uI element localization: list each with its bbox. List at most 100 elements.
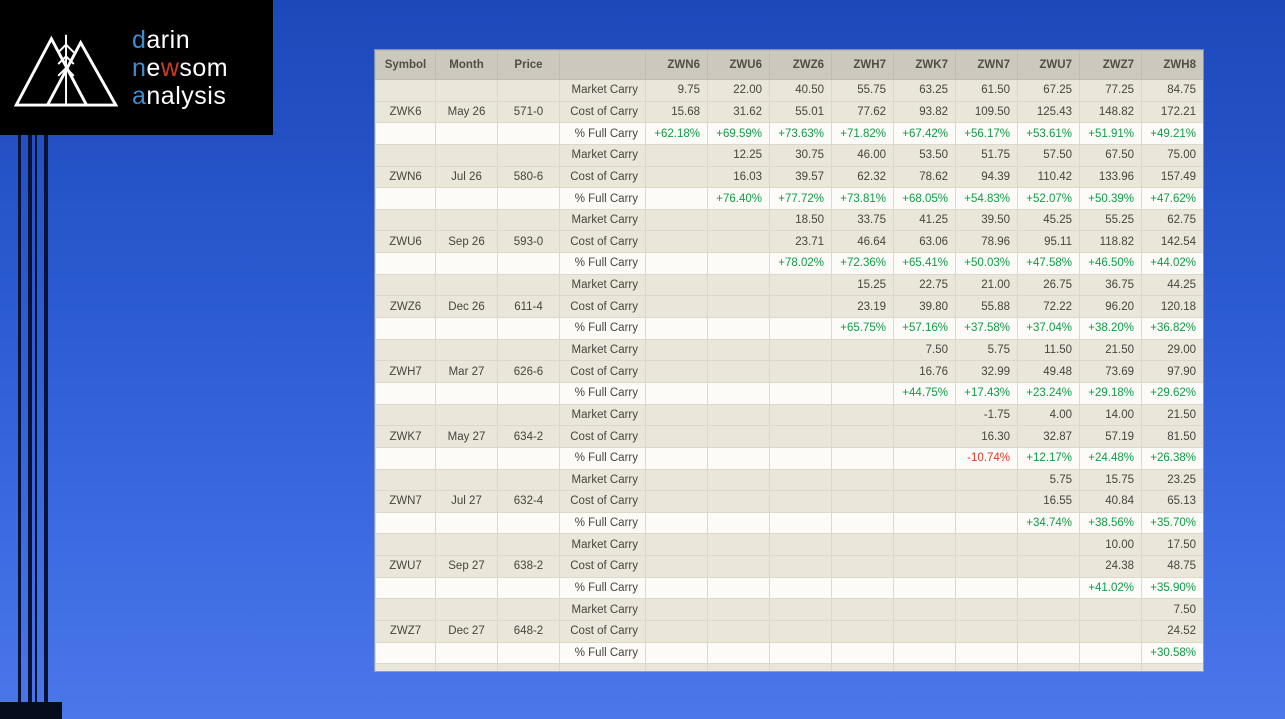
value-cell	[645, 468, 708, 492]
row-label: % Full Carry	[559, 122, 646, 145]
symbol-cell	[375, 511, 436, 535]
symbol-cell: ZWN6	[375, 165, 436, 189]
value-cell	[893, 425, 956, 448]
value-cell: 75.00	[1141, 143, 1203, 167]
value-cell: 23.25	[1141, 468, 1203, 492]
table-row: Market Carry 9.75 22.00 40.50 55.75 63.25 61.5…	[375, 79, 1203, 102]
value-cell	[645, 490, 708, 513]
value-cell: 63.25	[893, 79, 956, 102]
value-cell: +51.91%	[1079, 122, 1142, 145]
value-cell	[645, 208, 708, 232]
value-cell: 5.75	[955, 338, 1018, 362]
value-cell: 81.50	[1141, 425, 1203, 448]
value-cell: +26.38%	[1141, 446, 1203, 470]
carry-table-grid: Symbol Month Price ZWN6 ZWU6 ZWZ6 ZWH7 ZWK7 ZWN7…	[375, 50, 1203, 671]
value-cell	[831, 360, 894, 383]
value-cell: 24.52	[1141, 620, 1203, 643]
row-label: % Full Carry	[559, 576, 646, 600]
table-header-row: Symbol Month Price ZWN6 ZWU6 ZWZ6 ZWH7 ZWK7 ZWN7…	[375, 50, 1203, 80]
column-header: ZWZ7	[1079, 50, 1142, 80]
value-cell: 26.75	[1017, 273, 1080, 297]
logo-word-rest: e	[146, 53, 161, 82]
row-label: % Full Carry	[559, 641, 646, 665]
value-cell	[893, 641, 956, 665]
value-cell	[769, 468, 832, 492]
value-cell: 44.25	[1141, 273, 1203, 297]
symbol-cell: ZWU7	[375, 555, 436, 578]
month-cell	[435, 641, 498, 665]
value-cell: 21.50	[1079, 338, 1142, 362]
value-cell: 30.75	[769, 143, 832, 167]
price-cell	[497, 122, 560, 145]
value-cell: 45.25	[1017, 208, 1080, 232]
value-cell: 63.06	[893, 230, 956, 254]
value-cell	[955, 620, 1018, 643]
value-cell: +36.82%	[1141, 317, 1203, 340]
value-cell: +46.50%	[1079, 252, 1142, 275]
table-row: ZWH7 Mar 27 626-6 Cost of Carry 16.76 32.99 49…	[375, 360, 1203, 383]
value-cell: +47.58%	[1017, 252, 1080, 275]
value-cell	[831, 641, 894, 665]
table-row: % Full Carry +30.58%	[375, 641, 1203, 665]
table-row: % Full Carry -10.74% +12.17% +24.48% +26.38%	[375, 446, 1203, 470]
value-cell: 118.82	[1079, 230, 1142, 254]
price-cell	[497, 79, 560, 102]
value-cell: +78.02%	[769, 252, 832, 275]
value-cell: 39.80	[893, 295, 956, 319]
value-cell	[707, 295, 770, 319]
symbol-cell	[375, 338, 436, 362]
month-cell: May 26	[435, 100, 498, 124]
table-row: Market Carry 10.00 17.50	[375, 533, 1203, 557]
value-cell: 15.25	[831, 273, 894, 297]
column-header: Symbol	[375, 50, 436, 80]
symbol-cell	[375, 446, 436, 470]
value-cell: 55.88	[955, 295, 1018, 319]
table-row: ZWN6 Jul 26 580-6 Cost of Carry 16.03 39.57 62…	[375, 165, 1203, 189]
month-cell: Jul 27	[435, 490, 498, 513]
value-cell	[769, 381, 832, 405]
value-cell	[769, 446, 832, 470]
value-cell: 53.50	[893, 143, 956, 167]
price-cell	[497, 252, 560, 275]
value-cell: +35.70%	[1141, 511, 1203, 535]
value-cell	[769, 317, 832, 340]
value-cell: 16.76	[893, 360, 956, 383]
value-cell	[769, 403, 832, 427]
value-cell	[955, 490, 1018, 513]
value-cell: +35.90%	[1141, 576, 1203, 600]
symbol-cell: ZWK6	[375, 100, 436, 124]
value-cell: +44.75%	[893, 381, 956, 405]
value-cell	[831, 338, 894, 362]
table-row: Market Carry 12.25 30.75 46.00 53.50 51.75 57.…	[375, 143, 1203, 167]
column-header: ZWN7	[955, 50, 1018, 80]
row-label: Market Carry	[559, 403, 646, 427]
value-cell: 14.00	[1079, 403, 1142, 427]
value-cell	[831, 490, 894, 513]
symbol-cell: ZWN7	[375, 490, 436, 513]
value-cell	[707, 468, 770, 492]
value-cell: 125.43	[1017, 100, 1080, 124]
price-cell: 626-6	[497, 360, 560, 383]
month-cell: May 27	[435, 425, 498, 448]
value-cell	[893, 533, 956, 557]
value-cell	[645, 555, 708, 578]
table-row: Market Carry 18.50 33.75 41.25 39.50 45.25 55.…	[375, 208, 1203, 232]
decor-vertical-line	[35, 135, 37, 719]
value-cell: 62.32	[831, 165, 894, 189]
value-cell	[1079, 620, 1142, 643]
value-cell: 39.50	[955, 208, 1018, 232]
table-row: Market Carry 5.75 15.75 23.25	[375, 468, 1203, 492]
value-cell: -10.74%	[955, 446, 1018, 470]
value-cell: 5.75	[1017, 468, 1080, 492]
value-cell: +23.24%	[1017, 381, 1080, 405]
symbol-cell	[375, 598, 436, 622]
month-cell: Sep 26	[435, 230, 498, 254]
column-header: ZWH8	[1141, 50, 1203, 80]
month-cell	[435, 122, 498, 145]
value-cell: +30.58%	[1141, 641, 1203, 665]
value-cell	[831, 663, 894, 671]
price-cell	[497, 641, 560, 665]
column-header: ZWZ6	[769, 50, 832, 80]
row-label: Market Carry	[559, 143, 646, 167]
value-cell: 10.00	[1079, 533, 1142, 557]
